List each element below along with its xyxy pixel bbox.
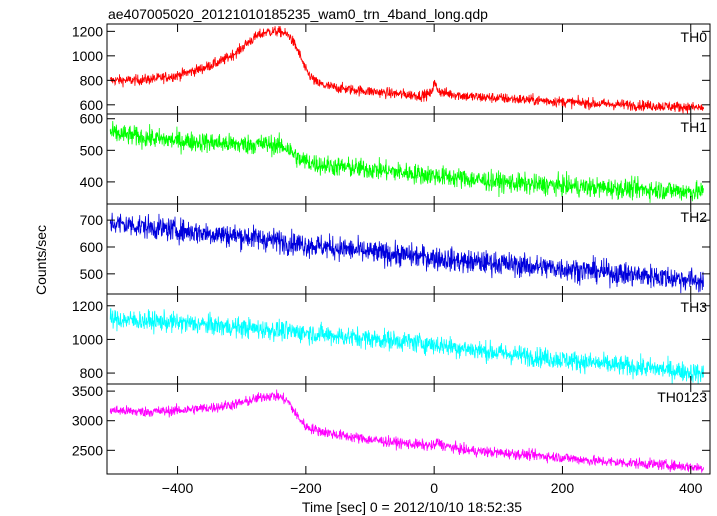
panel-th0123: 2500 3000 3500 TH0123 [72,383,711,475]
y-tick-label: 1000 [72,48,103,64]
y-tick-label: 3000 [72,413,103,429]
series-th3 [109,308,704,384]
series-th1 [109,120,704,203]
y-tick-label: 1200 [72,298,103,314]
y-tick-label: 800 [80,365,104,381]
y-tick-label: 3500 [72,383,103,399]
y-tick-label: 1000 [72,331,103,347]
panel-label: TH2 [681,209,708,225]
series-th0123 [109,389,704,473]
y-tick-label: 2500 [72,442,103,458]
y-tick-label: 1200 [72,23,103,39]
panel-frame [106,383,711,475]
y-tick-label: 600 [80,111,104,127]
panel-th3: 800 1000 1200 TH3 [72,293,711,385]
panel-frame [106,203,711,295]
x-tick-label: −200 [290,480,322,496]
panel-th1: 400 500 600 TH1 [80,111,711,205]
y-tick-label: 500 [80,266,104,282]
panel-th0: 600 800 1000 1200 TH0 [72,23,711,115]
x-axis-label: Time [sec] 0 = 2012/10/10 18:52:35 [302,499,522,515]
x-tick-label: −400 [162,480,194,496]
y-tick-label: 700 [80,212,104,228]
panel-label: TH0 [681,29,708,45]
x-axis: −400 −200 0 200 400 [162,480,703,496]
y-tick-label: 600 [80,97,104,113]
panel-label: TH0123 [657,389,707,405]
y-tick-label: 500 [80,142,104,158]
y-axis-label: Counts/sec [33,225,49,295]
panel-th2: 500 600 700 TH2 [80,203,711,295]
x-tick-label: 400 [679,480,703,496]
x-tick-label: 200 [551,480,575,496]
y-tick-label: 600 [80,239,104,255]
panel-label: TH1 [681,119,708,135]
chart-title: ae407005020_20121010185235_wam0_trn_4ban… [108,6,488,22]
y-tick-label: 800 [80,72,104,88]
panel-label: TH3 [681,299,708,315]
y-tick-label: 400 [80,174,104,190]
series-th0 [109,26,704,114]
series-th2 [109,212,704,294]
x-tick-label: 0 [430,480,438,496]
panels: 600 800 1000 1200 TH0 400 500 600 TH1 500 600 700 TH… [72,23,711,475]
